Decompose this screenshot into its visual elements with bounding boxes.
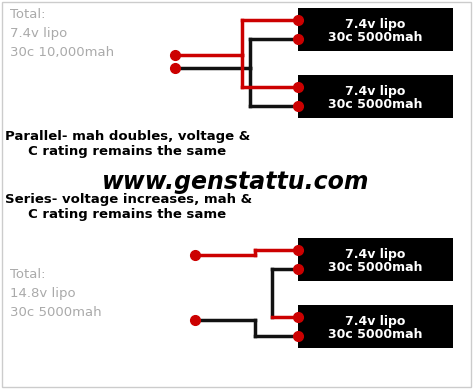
FancyBboxPatch shape [298, 238, 453, 281]
Text: Total:
7.4v lipo
30c 10,000mah: Total: 7.4v lipo 30c 10,000mah [10, 8, 114, 59]
FancyBboxPatch shape [298, 75, 453, 118]
Text: C rating remains the same: C rating remains the same [5, 208, 226, 221]
Text: 7.4v lipo: 7.4v lipo [345, 315, 406, 328]
Text: 30c 5000mah: 30c 5000mah [328, 261, 423, 274]
Text: 30c 5000mah: 30c 5000mah [328, 328, 423, 341]
Text: 7.4v lipo: 7.4v lipo [345, 248, 406, 261]
Text: C rating remains the same: C rating remains the same [5, 145, 226, 158]
Text: Parallel- mah doubles, voltage &: Parallel- mah doubles, voltage & [5, 130, 250, 143]
Text: Series- voltage increases, mah &: Series- voltage increases, mah & [5, 193, 252, 206]
FancyBboxPatch shape [298, 305, 453, 348]
Text: 7.4v lipo: 7.4v lipo [345, 85, 406, 98]
Text: Total:
14.8v lipo
30c 5000mah: Total: 14.8v lipo 30c 5000mah [10, 268, 102, 319]
FancyBboxPatch shape [298, 8, 453, 51]
Text: 30c 5000mah: 30c 5000mah [328, 98, 423, 111]
Text: 7.4v lipo: 7.4v lipo [345, 18, 406, 31]
Text: www.genstattu.com: www.genstattu.com [102, 170, 370, 194]
Text: 30c 5000mah: 30c 5000mah [328, 31, 423, 44]
